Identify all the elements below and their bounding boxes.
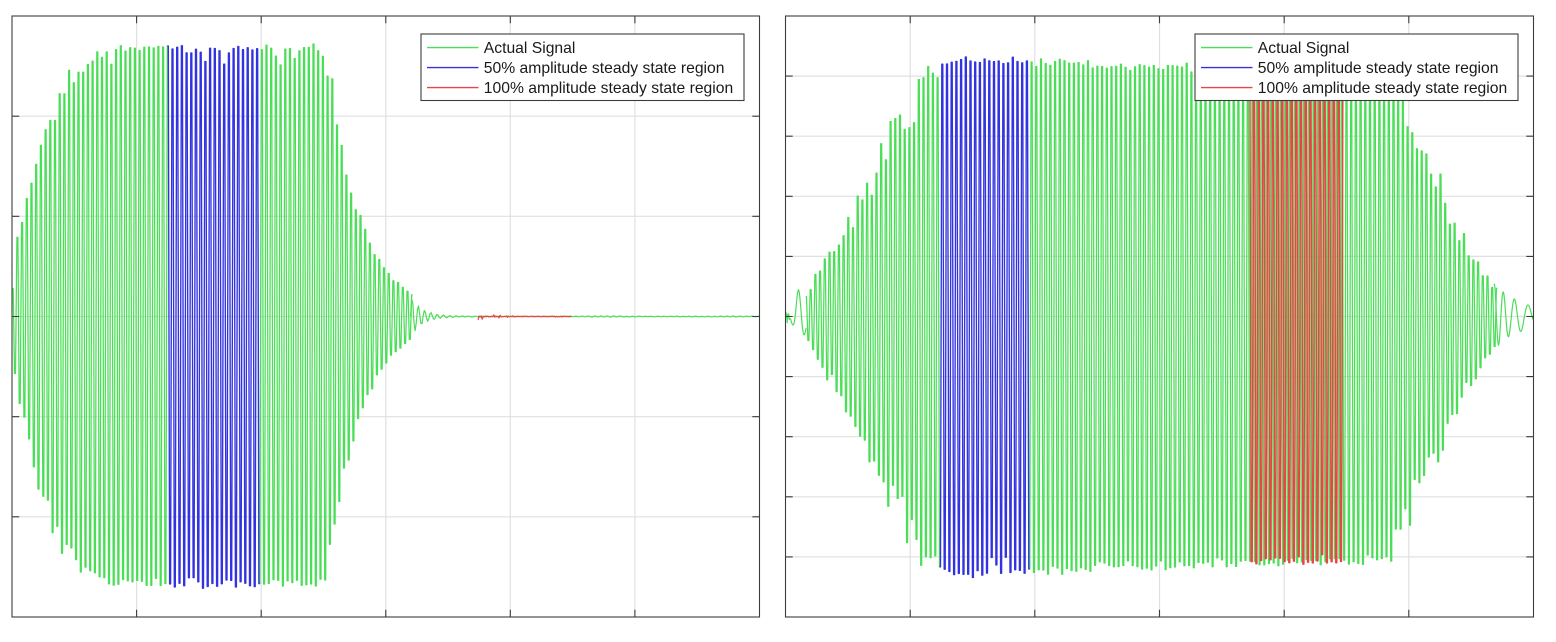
svg-text:100% amplitude steady state re: 100% amplitude steady state region bbox=[484, 80, 733, 97]
svg-text:100% amplitude steady state re: 100% amplitude steady state region bbox=[1258, 80, 1507, 97]
svg-text:Actual Signal: Actual Signal bbox=[484, 40, 576, 57]
svg-text:50% amplitude steady state reg: 50% amplitude steady state region bbox=[484, 60, 725, 77]
svg-text:50% amplitude steady state reg: 50% amplitude steady state region bbox=[1258, 60, 1499, 77]
svg-text:Actual Signal: Actual Signal bbox=[1258, 40, 1350, 57]
